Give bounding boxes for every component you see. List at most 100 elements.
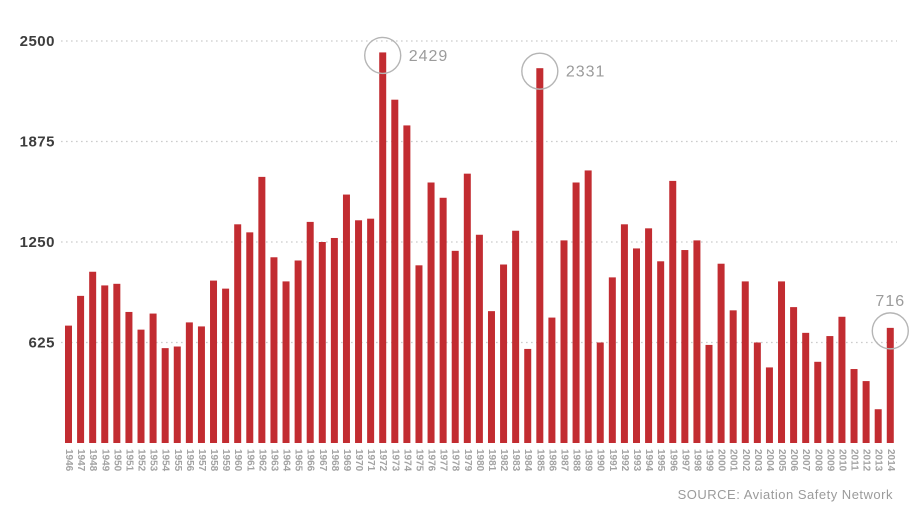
y-tick-label-1875: 1875: [20, 134, 55, 151]
x-tick-label-1950: 1950: [111, 449, 122, 472]
bar-1948: [89, 271, 97, 443]
bar-1996: [669, 180, 677, 443]
annotation-circle-2014: [871, 312, 909, 350]
bar-1953: [149, 313, 157, 443]
bar-1961: [246, 232, 254, 443]
x-tick-label-1994: 1994: [643, 449, 654, 472]
x-tick-label-1947: 1947: [75, 449, 86, 472]
bar-1947: [77, 295, 85, 443]
bar-1965: [294, 260, 302, 443]
x-tick-label-1969: 1969: [341, 449, 352, 472]
bar-1968: [330, 237, 338, 443]
annotation-label-1985: 2331: [566, 64, 606, 81]
x-tick-label-1989: 1989: [583, 449, 594, 472]
annotation-circle-1972: [364, 36, 402, 75]
bar-1981: [487, 311, 495, 443]
x-tick-label-1985: 1985: [534, 449, 545, 472]
x-tick-label-1974: 1974: [401, 449, 412, 472]
bar-1976: [427, 182, 435, 443]
bar-1964: [282, 281, 290, 443]
bar-1958: [210, 280, 218, 443]
bar-2012: [862, 381, 870, 443]
x-tick-label-1998: 1998: [691, 449, 702, 472]
bar-1973: [391, 99, 399, 443]
x-tick-label-1986: 1986: [546, 449, 557, 472]
bar-2000: [717, 263, 725, 443]
bar-1983: [512, 230, 520, 443]
bar-2001: [729, 310, 737, 443]
x-tick-label-1956: 1956: [184, 449, 195, 472]
bar-1950: [113, 283, 121, 443]
x-tick-label-2001: 2001: [728, 449, 739, 472]
bar-1971: [367, 218, 375, 443]
bar-1999: [705, 344, 713, 443]
x-tick-label-2004: 2004: [764, 449, 775, 472]
bar-1978: [451, 250, 459, 443]
bar-1952: [137, 329, 145, 443]
x-tick-label-1991: 1991: [607, 449, 618, 472]
y-tick-label-2500: 2500: [20, 33, 55, 50]
bar-1987: [560, 240, 568, 443]
x-tick-label-1952: 1952: [136, 449, 147, 472]
x-tick-label-1977: 1977: [438, 449, 449, 472]
x-tick-label-1980: 1980: [474, 449, 485, 472]
bar-1957: [197, 326, 205, 443]
bar-2007: [802, 332, 810, 443]
bar-1966: [306, 221, 314, 443]
bar-1995: [657, 261, 665, 443]
x-tick-label-1961: 1961: [244, 449, 255, 472]
bar-2011: [850, 369, 858, 443]
bar-1977: [439, 197, 447, 443]
x-tick-label-1981: 1981: [486, 449, 497, 472]
bar-1955: [173, 346, 181, 443]
bar-1967: [318, 242, 326, 443]
bar-2006: [790, 307, 798, 443]
bar-2009: [826, 336, 834, 443]
bar-2014: [886, 327, 894, 443]
bar-1974: [403, 125, 411, 444]
annotation-label-2014: 716: [875, 293, 905, 310]
x-tick-label-2008: 2008: [812, 449, 823, 472]
x-tick-label-1990: 1990: [595, 449, 606, 472]
bar-1984: [524, 348, 532, 443]
x-tick-label-1971: 1971: [365, 449, 376, 472]
x-tick-label-1999: 1999: [704, 449, 715, 472]
bar-2005: [778, 281, 786, 443]
x-tick-label-1964: 1964: [281, 449, 292, 472]
bar-1946: [65, 325, 72, 443]
source-attribution: SOURCE: Aviation Safety Network: [677, 487, 893, 502]
x-tick-label-1970: 1970: [353, 449, 364, 472]
x-tick-label-1997: 1997: [679, 449, 690, 472]
bar-1960: [234, 224, 242, 443]
x-tick-label-2012: 2012: [861, 449, 872, 472]
bar-1959: [222, 288, 230, 443]
x-tick-label-1975: 1975: [413, 449, 424, 472]
bar-1969: [342, 194, 350, 443]
x-tick-label-1995: 1995: [655, 449, 666, 472]
x-tick-label-1959: 1959: [220, 449, 231, 472]
x-tick-label-1978: 1978: [450, 449, 461, 472]
y-tick-label-1250: 1250: [20, 234, 55, 251]
bar-1949: [101, 285, 109, 443]
x-tick-label-2005: 2005: [776, 449, 787, 472]
x-tick-label-1958: 1958: [208, 449, 219, 472]
x-tick-label-1967: 1967: [317, 449, 328, 472]
x-tick-label-1962: 1962: [256, 449, 267, 472]
x-tick-label-1973: 1973: [389, 449, 400, 472]
bar-1990: [596, 342, 604, 443]
bar-1956: [185, 322, 193, 443]
x-tick-label-2010: 2010: [836, 449, 847, 472]
bar-1994: [645, 228, 653, 443]
x-tick-label-1948: 1948: [87, 449, 98, 472]
x-tick-label-1984: 1984: [522, 449, 533, 472]
bar-1979: [463, 173, 471, 443]
x-tick-label-1976: 1976: [426, 449, 437, 472]
annotation-label-1972: 2429: [409, 48, 449, 65]
bar-2002: [741, 281, 749, 443]
bar-1980: [475, 234, 483, 443]
bar-1986: [548, 317, 556, 443]
x-tick-label-1946: 1946: [63, 449, 74, 472]
y-tick-label-625: 625: [28, 335, 55, 352]
